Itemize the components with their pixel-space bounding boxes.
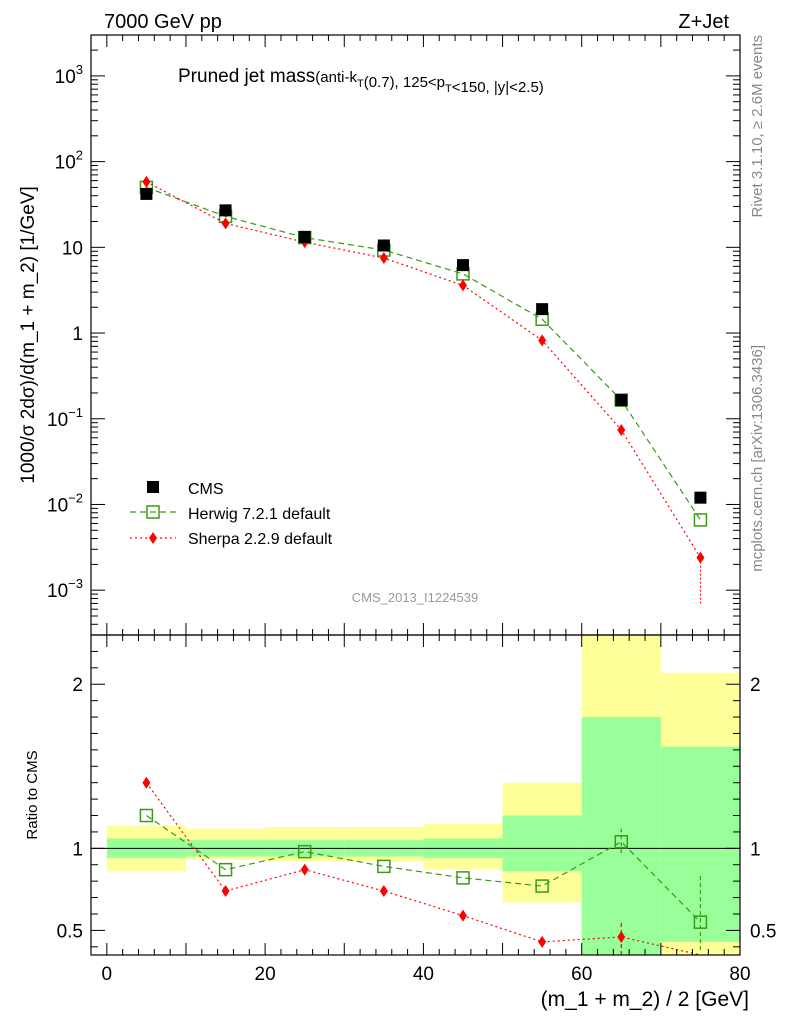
ratio-point-1-4 (458, 909, 467, 922)
main-point-0-0 (140, 187, 153, 200)
ratio-point-1-1 (221, 885, 230, 897)
main-point-2-3 (379, 252, 388, 265)
x-tick-label-40: 40 (413, 964, 434, 985)
title-sub-part: <150, |y|<2.5) (452, 79, 544, 96)
ratio-point-0-7 (693, 915, 708, 929)
main-title-text: Pruned jet mass (178, 66, 315, 87)
ratio-series-line-1 (145, 782, 701, 956)
main-point-0-6 (615, 394, 628, 407)
ytick-exponent: 2 (76, 148, 83, 163)
title-subscript: T (357, 78, 364, 90)
main-series-line-1 (146, 186, 701, 521)
main-ytick-label-1: 10−2 (47, 490, 83, 516)
ratio-ytick-label-right-1: 1 (750, 839, 761, 860)
main-ylabel: 1000/σ 2dσ)/d(m_1 + m_2) [1/GeV] (18, 186, 39, 484)
ratio-point-1-2 (300, 863, 309, 876)
mcplots-label: mcplots.cern.ch [arXiv:1306.3436] (749, 345, 766, 572)
legend: CMS Herwig 7.2.1 default Sherpa 2.2.9 de… (130, 481, 333, 548)
ytick-mantissa: 1 (72, 324, 83, 345)
main-title: Pruned jet mass(anti-kT(0.7), 125<pT<150… (178, 66, 544, 96)
ytick-mantissa: 10 (55, 153, 76, 174)
ratio-ytick-label-right-0.5: 0.5 (750, 921, 776, 942)
ratio-point-1-5 (538, 935, 547, 948)
ratio-point-1-0 (142, 776, 151, 789)
ratio-band-inner-7 (660, 746, 740, 942)
legend-marker-herwig (146, 505, 160, 519)
ratio-point-0-3 (377, 859, 391, 874)
main-point-0-4 (456, 259, 469, 272)
ytick-mantissa: 10 (47, 495, 68, 516)
header-left: 7000 GeV pp (104, 11, 222, 33)
ratio-point-0-2 (297, 844, 312, 859)
main-point-2-4 (458, 279, 467, 292)
x-tick-label-60: 60 (571, 964, 592, 985)
ratio-xlabel: (m_1 + m_2) / 2 [GeV] (541, 988, 749, 1011)
main-point-0-2 (298, 230, 311, 243)
ytick-exponent: −3 (68, 576, 83, 591)
title-subscript: T (445, 83, 452, 95)
x-tick-label-80: 80 (729, 964, 750, 985)
main-ytick-label-3: 1 (72, 324, 83, 345)
main-point-0-5 (536, 303, 549, 316)
main-series-line-2 (146, 181, 701, 558)
ratio-frame (90, 634, 741, 956)
legend-label-sherpa: Sherpa 2.2.9 default (188, 531, 333, 548)
ratio-point-0-1 (218, 862, 233, 877)
ytick-exponent: −2 (68, 490, 83, 505)
x-tick-label-20: 20 (255, 964, 276, 985)
legend-label-cms: CMS (188, 481, 224, 498)
ytick-mantissa: 10 (55, 67, 76, 88)
ratio-ytick-label-left-2: 2 (72, 675, 83, 696)
main-ytick-label-2: 10−1 (47, 405, 83, 431)
ytick-mantissa: 10 (47, 410, 68, 431)
main-point-2-1 (221, 217, 230, 230)
main-point-0-1 (219, 204, 232, 217)
ratio-ylabel: Ratio to CMS (24, 750, 41, 839)
ratio-series-layer (139, 776, 708, 956)
header-right: Z+Jet (678, 11, 729, 33)
ytick-exponent: 3 (76, 62, 83, 77)
x-tick-label-0: 0 (102, 964, 113, 985)
legend-label-herwig: Herwig 7.2.1 default (188, 506, 331, 523)
ratio-point-0-6 (614, 835, 629, 849)
ratio-series-line-0 (146, 815, 701, 923)
ratio-ytick-label-right-2: 2 (750, 675, 761, 696)
main-point-2-6 (617, 423, 626, 436)
ratio-point-0-5 (535, 879, 549, 893)
legend-marker-sherpa (149, 532, 157, 544)
main-ytick-label-4: 10 (62, 238, 83, 259)
title-sub-part: (anti-k (315, 69, 357, 86)
ytick-exponent: −1 (68, 405, 83, 420)
main-series-layer (139, 175, 708, 604)
watermark: CMS_2013_I1224539 (352, 590, 479, 605)
ratio-point-0-0 (139, 808, 154, 823)
main-ytick-label-0: 10−3 (47, 576, 83, 602)
main-point-0-7 (694, 491, 707, 504)
main-title-sub: (anti-kT(0.7), 125<pT<150, |y|<2.5) (315, 69, 544, 96)
ratio-ytick-label-left-0.5: 0.5 (57, 921, 83, 942)
ratio-point-1-3 (379, 885, 388, 897)
ytick-mantissa: 10 (62, 238, 83, 259)
main-point-1-7 (693, 513, 708, 527)
title-sub-part: (0.7), 125<p (364, 74, 445, 91)
ytick-mantissa: 10 (47, 581, 68, 602)
rivet-label: Rivet 3.1.10, ≥ 2.6M events (749, 35, 766, 218)
main-point-2-5 (538, 334, 547, 347)
ratio-band-inner-5 (502, 815, 582, 872)
ratio-ytick-label-left-1: 1 (72, 839, 83, 860)
legend-marker-cms (147, 481, 159, 493)
main-point-0-3 (377, 239, 390, 252)
ratio-point-0-4 (456, 871, 470, 885)
main-ytick-label-6: 103 (55, 62, 83, 88)
main-point-2-0 (142, 175, 151, 188)
main-ytick-label-5: 102 (55, 148, 83, 174)
ratio-point-1-6 (617, 930, 626, 943)
ratio-bands-layer (91, 635, 740, 955)
